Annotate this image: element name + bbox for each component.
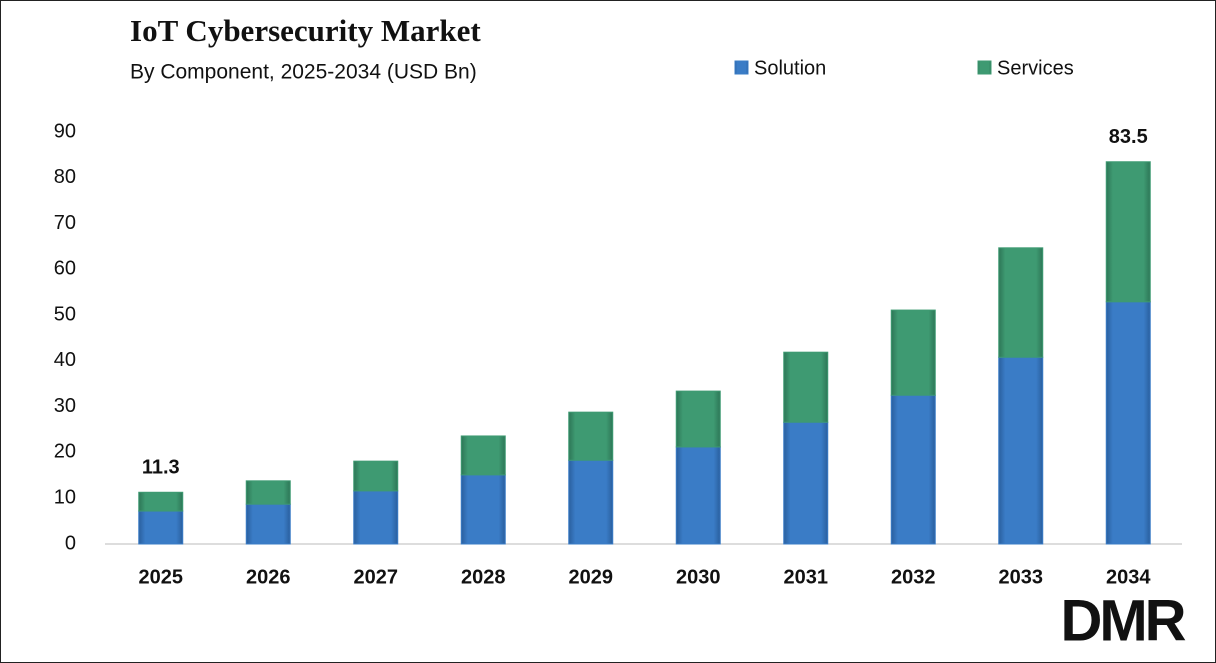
bar-segment [138,491,184,512]
chart-title: IoT Cybersecurity Market [130,13,481,48]
bar-segment [783,351,829,423]
bar-segment [1105,161,1151,303]
bar-segment [890,309,936,396]
bar-segment [138,510,184,545]
bar-segment [675,446,721,545]
logo: DMR [1060,588,1185,653]
bar-segment [675,390,721,448]
bar-segment [1105,301,1151,545]
x-tick-label: 2030 [676,566,721,588]
y-tick-label: 20 [54,441,76,463]
y-tick-label: 70 [54,212,76,234]
y-tick-label: 50 [54,303,76,325]
bar-segment [460,435,506,476]
bar-segment [568,411,614,461]
bar-segment [245,480,291,505]
y-tick-label: 90 [54,120,76,142]
bar-segment [568,459,614,545]
y-tick-label: 0 [65,532,76,554]
bar-segment [460,474,506,545]
x-tick-label: 2029 [569,566,614,588]
x-tick-label: 2025 [139,566,184,588]
bar-segment [245,503,291,545]
legend-label: Solution [754,57,826,79]
legend-label: Services [997,57,1074,79]
bar-segment [783,421,829,545]
chart-subtitle: By Component, 2025-2034 (USD Bn) [130,61,477,84]
y-tick-label: 10 [54,487,76,509]
x-tick-label: 2027 [354,566,399,588]
bar-segment [353,460,399,492]
y-tick-label: 60 [54,258,76,280]
x-tick-label: 2032 [891,566,936,588]
bar-segment [998,247,1044,358]
y-tick-label: 40 [54,349,76,371]
x-tick-label: 2034 [1106,566,1151,588]
x-tick-label: 2026 [246,566,291,588]
legend-swatch [977,60,992,75]
legend-swatch [734,60,749,75]
x-tick-label: 2031 [784,566,829,588]
total-label: 11.3 [142,457,180,479]
x-tick-label: 2033 [999,566,1044,588]
bar-segment [998,356,1044,545]
y-tick-label: 80 [54,166,76,188]
bar-segment [890,394,936,545]
x-tick-label: 2028 [461,566,506,588]
bar-segment [353,490,399,545]
total-label: 83.5 [1109,126,1148,148]
y-tick-label: 30 [54,395,76,417]
